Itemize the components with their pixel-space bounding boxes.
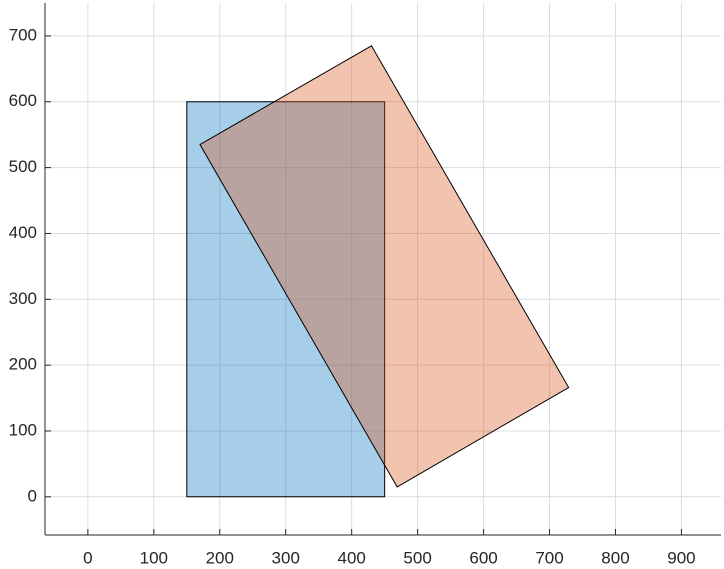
- x-tick-label: 500: [403, 548, 431, 567]
- x-tick-label: 800: [601, 548, 629, 567]
- y-tick-label: 200: [9, 355, 37, 374]
- x-tick-label: 200: [206, 548, 234, 567]
- polygon: [199, 45, 570, 488]
- polygon: [186, 101, 386, 498]
- x-tick-label: 300: [272, 548, 300, 567]
- x-tick-label: 100: [140, 548, 168, 567]
- x-tick-label: 700: [535, 548, 563, 567]
- y-tick-label: 500: [9, 157, 37, 176]
- y-tick-label: 100: [9, 420, 37, 439]
- y-tick-label: 600: [9, 91, 37, 110]
- x-tick-label: 0: [83, 548, 92, 567]
- x-tick-label: 900: [667, 548, 695, 567]
- y-tick-label: 300: [9, 289, 37, 308]
- y-tick-label: 700: [9, 25, 37, 44]
- y-tick-label: 400: [9, 223, 37, 242]
- y-tick-label: 0: [28, 486, 37, 505]
- x-tick-label: 600: [469, 548, 497, 567]
- x-tick-label: 400: [337, 548, 365, 567]
